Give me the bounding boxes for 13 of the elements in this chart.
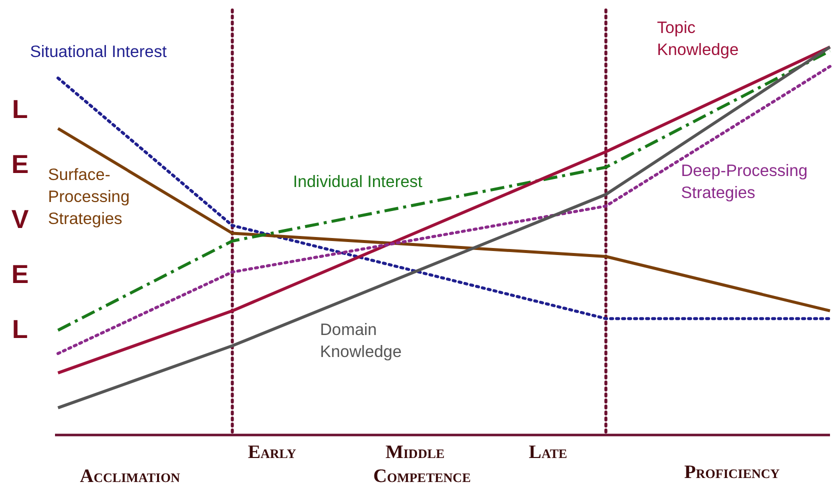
series-label: Topic Knowledge [657, 19, 739, 59]
series-label: Surface-Processing Strategies [48, 166, 130, 228]
series-label: Individual Interest [293, 173, 423, 191]
text: Late [528, 442, 568, 463]
text: Proficiency [684, 462, 780, 483]
y-axis-title: LEVEL [11, 94, 30, 344]
series-label: Domain Knowledge [320, 321, 402, 361]
text: Competence [373, 466, 471, 487]
text: Middle [385, 442, 445, 463]
text: Acclimation [80, 466, 181, 487]
text: Early [248, 442, 297, 463]
series-label: Deep-Processing Strategies [681, 162, 808, 202]
series-label: Situational Interest [30, 43, 168, 61]
